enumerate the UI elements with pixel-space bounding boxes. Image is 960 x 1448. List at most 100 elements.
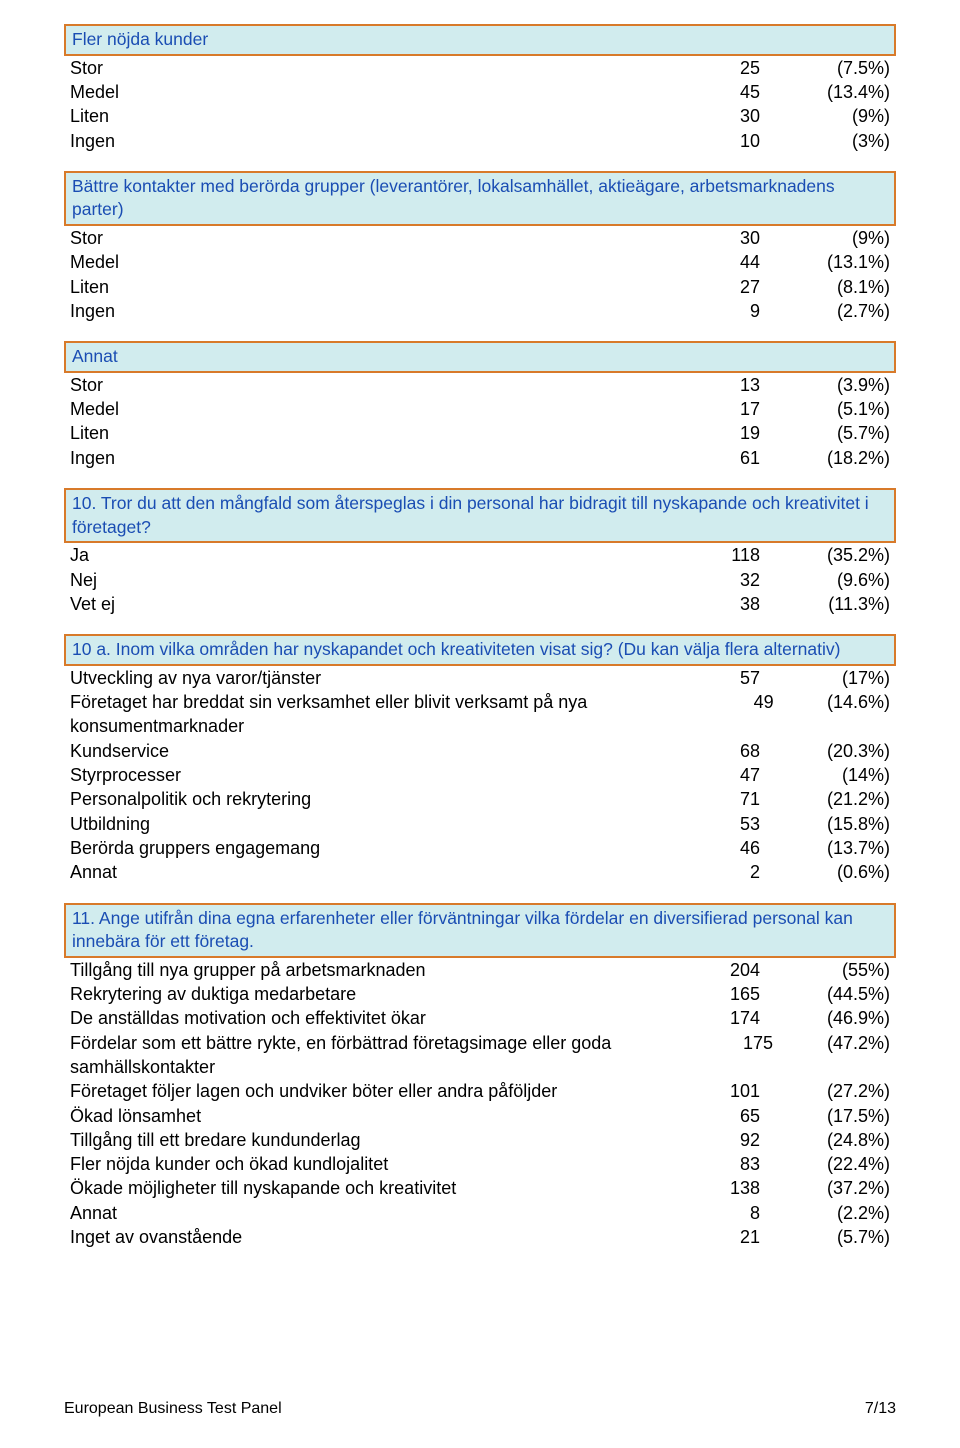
row-percent: (27.2%) xyxy=(760,1079,890,1103)
row-label: Stor xyxy=(70,226,670,250)
row-number: 47 xyxy=(670,763,760,787)
row-label: Medel xyxy=(70,80,670,104)
row-percent: (18.2%) xyxy=(760,446,890,470)
block-rows: Stor25(7.5%)Medel45(13.4%)Liten30(9%)Ing… xyxy=(64,56,896,153)
block-q10a: 10 a. Inom vilka områden har nyskapandet… xyxy=(64,634,896,884)
row-number: 17 xyxy=(670,397,760,421)
row-percent: (3%) xyxy=(760,129,890,153)
row-number: 8 xyxy=(670,1201,760,1225)
table-row: Rekrytering av duktiga medarbetare165(44… xyxy=(64,982,896,1006)
row-number: 53 xyxy=(670,812,760,836)
table-row: Stor13(3.9%) xyxy=(64,373,896,397)
table-row: Utveckling av nya varor/tjänster57(17%) xyxy=(64,666,896,690)
row-percent: (22.4%) xyxy=(760,1152,890,1176)
row-label: Utveckling av nya varor/tjänster xyxy=(70,666,670,690)
table-row: Stor25(7.5%) xyxy=(64,56,896,80)
row-percent: (8.1%) xyxy=(760,275,890,299)
row-label: Ingen xyxy=(70,446,670,470)
row-label: Liten xyxy=(70,275,670,299)
row-number: 21 xyxy=(670,1225,760,1249)
row-label: Annat xyxy=(70,1201,670,1225)
row-percent: (21.2%) xyxy=(760,787,890,811)
row-number: 118 xyxy=(670,543,760,567)
row-percent: (9%) xyxy=(760,104,890,128)
row-percent: (46.9%) xyxy=(760,1006,890,1030)
table-row: Berörda gruppers engagemang46(13.7%) xyxy=(64,836,896,860)
row-label: Ingen xyxy=(70,129,670,153)
table-row: Medel44(13.1%) xyxy=(64,250,896,274)
row-number: 49 xyxy=(693,690,774,714)
row-percent: (5.7%) xyxy=(760,421,890,445)
block-header: Annat xyxy=(64,341,896,373)
row-number: 175 xyxy=(692,1031,773,1055)
table-row: Kundservice68(20.3%) xyxy=(64,739,896,763)
row-percent: (11.3%) xyxy=(760,592,890,616)
table-row: Tillgång till ett bredare kundunderlag92… xyxy=(64,1128,896,1152)
row-number: 44 xyxy=(670,250,760,274)
table-row: Fler nöjda kunder och ökad kundlojalitet… xyxy=(64,1152,896,1176)
row-label: Liten xyxy=(70,421,670,445)
table-row: Utbildning53(15.8%) xyxy=(64,812,896,836)
page-footer: European Business Test Panel 7/13 xyxy=(64,1398,896,1420)
block-rows: Utveckling av nya varor/tjänster57(17%)F… xyxy=(64,666,896,885)
row-number: 204 xyxy=(670,958,760,982)
row-label: Stor xyxy=(70,56,670,80)
row-label: Annat xyxy=(70,860,670,884)
row-percent: (3.9%) xyxy=(760,373,890,397)
block-rows: Stor30(9%)Medel44(13.1%)Liten27(8.1%)Ing… xyxy=(64,226,896,323)
row-percent: (13.7%) xyxy=(760,836,890,860)
row-label: Tillgång till ett bredare kundunderlag xyxy=(70,1128,670,1152)
table-row: Inget av ovanstående21(5.7%) xyxy=(64,1225,896,1249)
table-row: Ingen10(3%) xyxy=(64,129,896,153)
row-number: 101 xyxy=(670,1079,760,1103)
table-row: Ingen9(2.7%) xyxy=(64,299,896,323)
row-label: Fler nöjda kunder och ökad kundlojalitet xyxy=(70,1152,670,1176)
row-number: 68 xyxy=(670,739,760,763)
row-percent: (44.5%) xyxy=(760,982,890,1006)
row-percent: (17.5%) xyxy=(760,1104,890,1128)
row-percent: (7.5%) xyxy=(760,56,890,80)
table-row: Ingen61(18.2%) xyxy=(64,446,896,470)
row-percent: (24.8%) xyxy=(760,1128,890,1152)
footer-left: European Business Test Panel xyxy=(64,1398,282,1420)
row-percent: (35.2%) xyxy=(760,543,890,567)
table-row: Tillgång till nya grupper på arbetsmarkn… xyxy=(64,958,896,982)
table-row: Nej32(9.6%) xyxy=(64,568,896,592)
table-row: Ja118(35.2%) xyxy=(64,543,896,567)
row-label: Tillgång till nya grupper på arbetsmarkn… xyxy=(70,958,670,982)
row-percent: (9%) xyxy=(760,226,890,250)
row-percent: (2.2%) xyxy=(760,1201,890,1225)
row-number: 27 xyxy=(670,275,760,299)
row-number: 10 xyxy=(670,129,760,153)
table-row: Företaget har breddat sin verksamhet ell… xyxy=(64,690,896,739)
table-row: Liten19(5.7%) xyxy=(64,421,896,445)
block-fler-nojda-kunder: Fler nöjda kunder Stor25(7.5%)Medel45(13… xyxy=(64,24,896,153)
footer-right: 7/13 xyxy=(865,1398,896,1420)
row-number: 30 xyxy=(670,104,760,128)
row-percent: (13.1%) xyxy=(760,250,890,274)
row-label: Liten xyxy=(70,104,670,128)
block-rows: Ja118(35.2%)Nej32(9.6%)Vet ej38(11.3%) xyxy=(64,543,896,616)
row-number: 30 xyxy=(670,226,760,250)
table-row: Personalpolitik och rekrytering71(21.2%) xyxy=(64,787,896,811)
row-percent: (14.6%) xyxy=(774,690,890,714)
row-number: 25 xyxy=(670,56,760,80)
row-percent: (37.2%) xyxy=(760,1176,890,1200)
row-percent: (13.4%) xyxy=(760,80,890,104)
row-label: Medel xyxy=(70,397,670,421)
table-row: Annat2(0.6%) xyxy=(64,860,896,884)
row-number: 71 xyxy=(670,787,760,811)
block-header: Bättre kontakter med berörda grupper (le… xyxy=(64,171,896,226)
row-label: Ingen xyxy=(70,299,670,323)
block-q10: 10. Tror du att den mångfald som återspe… xyxy=(64,488,896,616)
block-annat: Annat Stor13(3.9%)Medel17(5.1%)Liten19(5… xyxy=(64,341,896,470)
row-label: Fördelar som ett bättre rykte, en förbät… xyxy=(70,1031,692,1080)
table-row: Vet ej38(11.3%) xyxy=(64,592,896,616)
row-percent: (5.7%) xyxy=(760,1225,890,1249)
row-label: Styrprocesser xyxy=(70,763,670,787)
row-label: Ökad lönsamhet xyxy=(70,1104,670,1128)
row-number: 46 xyxy=(670,836,760,860)
row-label: Personalpolitik och rekrytering xyxy=(70,787,670,811)
table-row: Ökad lönsamhet65(17.5%) xyxy=(64,1104,896,1128)
block-q11: 11. Ange utifrån dina egna erfarenheter … xyxy=(64,903,896,1250)
